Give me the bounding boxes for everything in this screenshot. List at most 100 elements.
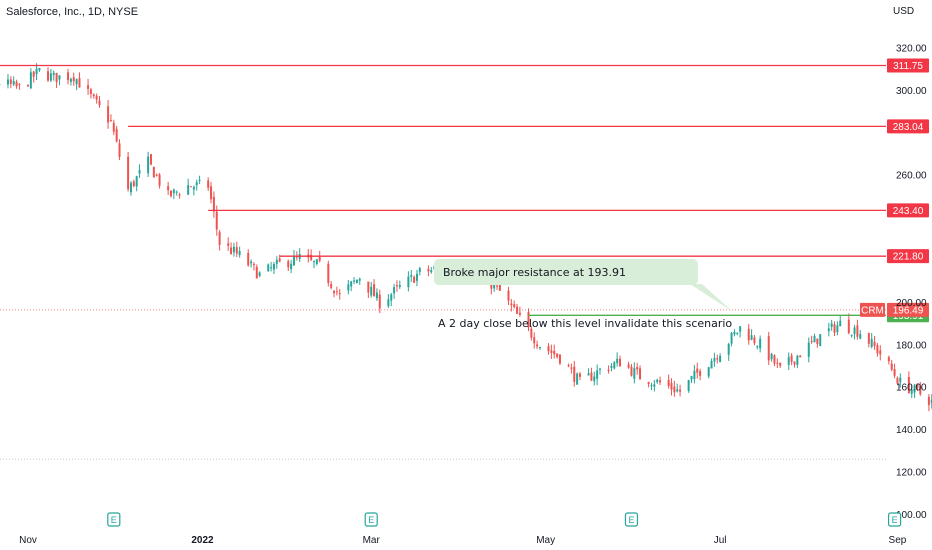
callout-box	[434, 259, 698, 285]
candle-body	[9, 79, 12, 84]
callout-layer: Broke major resistance at 193.91 A 2 day …	[434, 259, 733, 330]
candle-body	[72, 77, 75, 82]
candle-body	[578, 373, 581, 377]
candle-body	[527, 311, 530, 328]
candle-body	[247, 252, 250, 266]
earnings-marker-icon[interactable]	[107, 512, 121, 527]
y-tick-label: 260.00	[896, 171, 927, 182]
candle-body	[238, 251, 241, 255]
candle-body	[118, 143, 121, 157]
candle-body	[135, 176, 138, 187]
earnings-markers: EEEEEEE	[107, 512, 902, 527]
support-note-text: A 2 day close below this level invalidat…	[438, 317, 732, 330]
candle-body	[67, 72, 70, 81]
candle-body	[733, 331, 736, 335]
candle-body	[232, 246, 235, 253]
candle-body	[187, 185, 190, 195]
candle-body	[373, 284, 376, 297]
symbol-label: CRM	[861, 305, 884, 316]
candle-body	[899, 377, 902, 383]
candle-body	[315, 259, 318, 264]
candle-body	[78, 78, 81, 88]
candle-body	[69, 78, 72, 82]
candle-body	[673, 386, 676, 393]
candle-body	[679, 389, 682, 392]
candle-body	[290, 263, 293, 270]
candle-body	[530, 328, 533, 338]
candle-body	[816, 338, 819, 345]
candle-body	[593, 376, 596, 382]
low-dotted-line-layer	[0, 309, 886, 460]
candle-body	[252, 264, 255, 266]
candle-body	[393, 287, 396, 294]
resistance-price-label: 283.04	[893, 122, 924, 133]
candle-body	[870, 338, 873, 347]
candle-body	[693, 370, 696, 380]
candle-body	[38, 67, 41, 71]
candle-body	[387, 299, 390, 307]
y-tick-label: 100.00	[896, 510, 927, 521]
candle-body	[275, 259, 278, 264]
candle-body	[292, 255, 295, 266]
candle-body	[887, 357, 890, 362]
candle-body	[727, 344, 730, 355]
candle-body	[736, 332, 739, 334]
candle-body	[109, 120, 112, 122]
earnings-marker-icon[interactable]	[364, 512, 378, 527]
candle-body	[115, 128, 118, 142]
candle-body	[910, 389, 913, 394]
y-tick-label: 180.00	[896, 340, 927, 351]
candle-body	[830, 323, 833, 327]
candle-body	[807, 342, 810, 357]
earnings-marker-icon[interactable]	[887, 512, 902, 527]
candle-body	[235, 247, 238, 254]
candle-body	[713, 357, 716, 362]
candle-body	[813, 335, 816, 343]
x-tick-label: May	[536, 535, 555, 546]
resistance-price-label: 311.75	[893, 61, 923, 72]
candle-body	[407, 276, 410, 288]
earnings-marker-icon[interactable]	[624, 512, 639, 527]
candle-body	[338, 292, 341, 294]
candle-body	[278, 258, 281, 262]
candle-body	[710, 360, 713, 369]
y-axis: 100.00 120.00 140.00 160.00 180.00 200.00 260.…	[896, 44, 927, 521]
candle-body	[347, 284, 350, 291]
candle-body	[95, 95, 98, 100]
candle-body	[513, 304, 516, 308]
y-tick-label: 200.00	[896, 298, 927, 309]
candle-body	[92, 94, 95, 97]
candles-layer	[0, 63, 932, 412]
candle-body	[52, 72, 55, 76]
candle-body	[533, 337, 536, 344]
candle-body	[550, 350, 553, 353]
candle-body	[839, 320, 842, 327]
candle-body	[719, 355, 722, 363]
candle-body	[853, 327, 856, 334]
candle-body	[690, 376, 693, 380]
resistance-price-tag	[887, 203, 929, 218]
candle-body	[335, 291, 338, 293]
candle-body	[215, 211, 218, 230]
candle-body	[847, 319, 850, 334]
candle-body	[132, 181, 135, 186]
candle-body	[267, 264, 270, 272]
candle-body	[29, 72, 32, 89]
candle-body	[333, 290, 336, 294]
candle-body	[518, 312, 521, 315]
candle-body	[353, 280, 356, 282]
chart-title: Salesforce, Inc., 1D, NYSE	[6, 6, 138, 18]
candle-body	[833, 324, 836, 333]
candle-body	[599, 368, 601, 370]
candle-body	[570, 367, 573, 369]
y-tick-label: 320.00	[896, 44, 927, 55]
current-price-label: 196.49	[893, 305, 924, 316]
candle-body	[810, 341, 813, 343]
candle-body	[230, 247, 233, 255]
candle-body	[493, 283, 496, 289]
candle-body	[170, 190, 172, 197]
candle-body	[739, 326, 742, 332]
candle-body	[587, 373, 590, 376]
candle-body	[647, 382, 650, 385]
